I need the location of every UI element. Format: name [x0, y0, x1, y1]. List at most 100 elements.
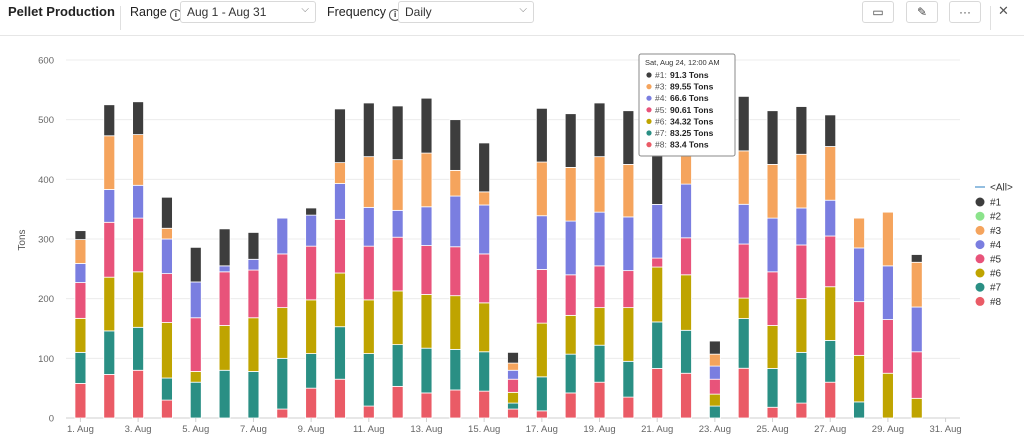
bar-segment: [74, 382, 87, 419]
bar-segment: [276, 307, 289, 359]
bar-segment: [132, 134, 144, 186]
bar-segment: [305, 207, 318, 216]
bar-segment: [507, 369, 519, 380]
bar-segment: [824, 235, 837, 288]
bar-segment: [478, 142, 491, 193]
bar-segment: [247, 232, 260, 260]
bar-segment: [276, 357, 289, 410]
bar-segment: [218, 265, 231, 273]
legend-label: #2: [990, 212, 1002, 223]
bar-segment: [305, 245, 318, 301]
bar-segment: [276, 217, 289, 255]
bar-segment: [795, 153, 808, 209]
tooltip-key: #6:: [655, 116, 667, 126]
bar-segment: [391, 290, 404, 346]
bar-segment: [622, 216, 635, 272]
bar-segment: [362, 405, 375, 419]
bar-segment: [478, 390, 491, 419]
close-icon[interactable]: ✕: [998, 3, 1009, 18]
bar-segment: [853, 247, 865, 303]
chevron-down-icon: ⌵: [301, 4, 309, 15]
bar-segment: [680, 372, 692, 419]
tooltip-marker: [646, 107, 652, 113]
bar-segment: [334, 326, 346, 380]
bar-segment: [420, 152, 433, 208]
bar-segment: [161, 238, 173, 275]
bar-segment: [305, 387, 318, 419]
legend-marker: [975, 254, 985, 264]
bar-segment: [564, 220, 577, 276]
bar-segment: [622, 307, 635, 362]
legend-label: #3: [990, 226, 1002, 237]
frequency-label-text: Frequency: [327, 5, 387, 19]
bar-segment: [449, 195, 462, 248]
more-button[interactable]: ···: [949, 1, 981, 23]
bar-segment: [189, 381, 202, 419]
bar-segment: [737, 95, 750, 152]
bar-segment: [766, 325, 779, 369]
bar-segment: [507, 378, 519, 393]
bar-segment: [478, 302, 491, 353]
bar-segment: [882, 265, 894, 320]
bar-segment: [882, 211, 894, 267]
bar-segment: [507, 351, 519, 364]
bar-segment: [276, 253, 289, 309]
bar-segment: [824, 381, 837, 419]
comment-button[interactable]: ▭: [862, 1, 894, 23]
bar-segment: [737, 297, 750, 319]
bar-segment: [824, 286, 837, 341]
bar-segment: [737, 318, 750, 369]
bar-segment: [535, 269, 548, 324]
bar-segment: [795, 351, 808, 404]
bar-segment: [593, 156, 606, 213]
bar-segment: [74, 317, 87, 353]
bar-segment: [334, 218, 346, 274]
bar-segment: [103, 189, 116, 223]
legend: <All> #1 #2 #3 #4 #5 #6 #7 #8: [975, 183, 1013, 308]
bar-segment: [882, 372, 894, 419]
bar-segment: [74, 282, 87, 319]
bar-segment: [564, 274, 577, 316]
x-tick-label: 31. Aug: [929, 424, 961, 435]
bar-segment: [737, 150, 750, 205]
bar-segment: [708, 393, 721, 407]
bar-segment: [132, 326, 144, 371]
bar-segment: [795, 298, 808, 353]
bar-segment: [824, 199, 837, 237]
bar-segment: [362, 206, 375, 247]
gridlines: [66, 59, 960, 419]
frequency-select-value: Daily: [405, 5, 432, 19]
more-icon: ···: [959, 5, 971, 19]
legend-marker: [975, 211, 985, 221]
bar-segment: [161, 196, 173, 229]
x-tick-label: 23. Aug: [699, 424, 731, 435]
bar-segment: [74, 230, 87, 240]
bar-segment: [74, 239, 87, 264]
chevron-down-icon: ⌵: [519, 4, 527, 15]
bar-segment: [622, 396, 635, 419]
tooltip-key: #4:: [655, 93, 667, 103]
edit-button[interactable]: ✎: [906, 1, 938, 23]
x-tick-label: 29. Aug: [872, 424, 904, 435]
stacked-bar-chart: 0 100 200 300 400 500 600 1. Aug 3. Aug 5. Aug 7.…: [17, 53, 1013, 435]
tooltip-value: 89.55 Tons: [670, 82, 714, 92]
bar-segment: [420, 206, 433, 246]
bar-segment: [391, 159, 404, 211]
bar-segment: [276, 408, 289, 419]
bar-segment: [189, 281, 202, 319]
x-tick-label: 3. Aug: [125, 424, 152, 435]
bar-segment: [449, 119, 462, 171]
frequency-select[interactable]: Daily ⌵: [398, 1, 534, 23]
bar-segment: [507, 402, 519, 410]
tooltip-value: 83.4 Tons: [670, 140, 709, 150]
bar-segment: [651, 150, 664, 205]
bar-segment: [334, 162, 346, 184]
bar-segment: [853, 301, 865, 356]
bar-segment: [103, 276, 116, 332]
bar-segment: [449, 295, 462, 350]
tooltip-title: Sat, Aug 24, 12:00 AM: [645, 58, 720, 67]
bar-segment: [824, 114, 837, 147]
bar-segment: [74, 351, 87, 384]
bar-segment: [449, 389, 462, 419]
range-select[interactable]: Aug 1 - Aug 31 ⌵: [180, 1, 316, 23]
